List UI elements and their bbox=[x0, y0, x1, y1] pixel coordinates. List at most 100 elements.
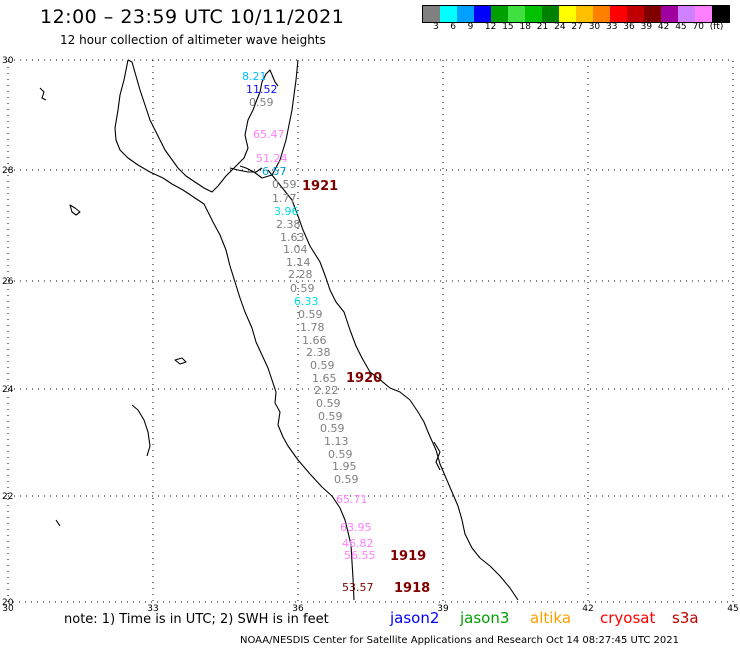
scale-label: 18 bbox=[519, 22, 531, 32]
coastline-west-red-sea bbox=[114, 59, 355, 601]
satellite-legend-item: jason3 bbox=[460, 609, 510, 627]
scale-label: 42 bbox=[657, 22, 670, 32]
satellite-legend-item: s3a bbox=[672, 609, 699, 627]
coastline-gulf-of-suez bbox=[127, 59, 279, 193]
latitude-label: 20 bbox=[2, 598, 14, 608]
scale-swatch bbox=[576, 6, 593, 22]
island-coast-east bbox=[433, 441, 441, 471]
scale-swatch bbox=[457, 6, 474, 22]
wave-height-value: 65.71 bbox=[336, 493, 368, 506]
scale-swatch bbox=[661, 6, 678, 22]
wave-height-value: 0.59 bbox=[249, 96, 274, 109]
wave-height-color-scale bbox=[422, 5, 730, 23]
wave-height-value: 1.78 bbox=[300, 321, 325, 334]
scale-swatch bbox=[542, 6, 559, 22]
scale-swatch bbox=[678, 6, 695, 22]
wave-height-value: 1.66 bbox=[302, 334, 327, 347]
wave-height-value: 11.52 bbox=[246, 83, 278, 96]
island-small-1 bbox=[174, 357, 187, 365]
scale-label: 24 bbox=[554, 22, 566, 32]
orbit-pass-number: 1919 bbox=[390, 549, 426, 564]
wave-height-value: 0.59 bbox=[316, 397, 341, 410]
wave-height-value: 0.59 bbox=[328, 448, 353, 461]
scale-swatch bbox=[491, 6, 508, 22]
wave-height-value: 1.13 bbox=[324, 435, 349, 448]
orbit-pass-labels: 1921 1920 1919 1918 bbox=[302, 179, 430, 596]
scale-swatch bbox=[695, 6, 712, 22]
scale-label: 30 bbox=[588, 22, 601, 32]
scale-label: 45 bbox=[675, 22, 687, 32]
scale-label: 15 bbox=[502, 22, 514, 32]
wave-height-value: 0.59 bbox=[320, 422, 345, 435]
units-note: note: 1) Time is in UTC; 2) SWH is in fe… bbox=[64, 612, 329, 627]
credit-line: NOAA/NESDIS Center for Satellite Applica… bbox=[240, 635, 679, 646]
wave-height-value: 2.38 bbox=[276, 218, 301, 231]
scale-label: 6 bbox=[450, 22, 457, 32]
longitude-label: 42 bbox=[582, 604, 593, 614]
axis-ticks: 30 33 36 39 42 45 30 28 26 24 22 20 bbox=[2, 56, 739, 614]
scale-swatch bbox=[610, 6, 627, 22]
scale-swatch bbox=[593, 6, 610, 22]
wave-height-value: 0.59 bbox=[290, 282, 315, 295]
wave-height-value: 0.59 bbox=[334, 473, 359, 486]
coastline-sinai-south bbox=[229, 167, 263, 173]
latitude-label: 26 bbox=[2, 277, 14, 287]
map-title: 12:00 – 23:59 UTC 10/11/2021 bbox=[40, 6, 345, 28]
wave-height-value: 0.59 bbox=[298, 308, 323, 321]
wave-height-value: 53.57 bbox=[342, 581, 374, 594]
scale-label: (ft) bbox=[709, 22, 724, 32]
longitude-label: 36 bbox=[292, 604, 304, 614]
scale-swatch bbox=[423, 6, 440, 22]
scale-swatch bbox=[712, 6, 729, 22]
wave-height-value: 63.95 bbox=[340, 521, 372, 534]
coastline-east-red-sea bbox=[267, 169, 519, 601]
scale-swatch bbox=[508, 6, 525, 22]
wave-height-value: 46.82 bbox=[342, 537, 374, 550]
map-frame bbox=[7, 59, 734, 603]
scale-swatch bbox=[644, 6, 661, 22]
longitude-label: 30 bbox=[2, 604, 14, 614]
wave-height-value: 2.28 bbox=[288, 268, 313, 281]
wave-height-value: 6.33 bbox=[294, 295, 319, 308]
scale-label: 21 bbox=[536, 22, 549, 32]
satellite-legend-item: altika bbox=[530, 609, 572, 627]
latitude-label: 30 bbox=[2, 56, 14, 66]
island-small-2 bbox=[55, 519, 61, 527]
scale-label: 39 bbox=[640, 22, 653, 32]
wave-height-value: 2.22 bbox=[314, 384, 339, 397]
satellite-legend-item: cryosat bbox=[600, 609, 656, 627]
longitude-label: 39 bbox=[437, 604, 449, 614]
scale-swatch bbox=[525, 6, 542, 22]
scale-swatch bbox=[627, 6, 644, 22]
latitude-label: 24 bbox=[2, 385, 14, 395]
wave-height-value: 0.59 bbox=[318, 410, 343, 423]
color-scale-labels: 3 6 9 12 15 18 21 24 27 30 33 36 39 42 45 70 (ft) bbox=[422, 22, 740, 34]
wave-height-value: 1.77 bbox=[272, 192, 297, 205]
orbit-pass-number: 1918 bbox=[394, 581, 430, 596]
map-grid bbox=[7, 59, 734, 603]
scale-swatch bbox=[559, 6, 576, 22]
satellite-legend-item: jason2 bbox=[390, 609, 440, 627]
wave-height-value: 0.59 bbox=[310, 359, 335, 372]
longitude-label: 33 bbox=[147, 604, 158, 614]
island-upper bbox=[69, 204, 81, 216]
scale-label: 70 bbox=[692, 22, 704, 32]
scale-swatch bbox=[440, 6, 457, 22]
wave-height-value: 1.63 bbox=[280, 231, 305, 244]
wave-height-value: 2.38 bbox=[306, 346, 331, 359]
longitude-label: 45 bbox=[727, 604, 738, 614]
coastline bbox=[39, 59, 519, 601]
orbit-pass-number: 1921 bbox=[302, 179, 338, 194]
scale-label: 33 bbox=[606, 22, 618, 32]
wave-height-value: 3.96 bbox=[274, 205, 299, 218]
island-west bbox=[39, 87, 47, 101]
scale-label: 12 bbox=[484, 22, 497, 32]
scale-label: 36 bbox=[623, 22, 635, 32]
scale-label: 9 bbox=[467, 22, 474, 32]
wave-height-value: 1.95 bbox=[332, 460, 357, 473]
latitude-label: 22 bbox=[2, 492, 13, 502]
scale-label: 3 bbox=[433, 22, 439, 32]
wave-height-value: 51.24 bbox=[256, 152, 288, 165]
scale-label: 27 bbox=[571, 22, 583, 32]
scale-swatch bbox=[474, 6, 491, 22]
